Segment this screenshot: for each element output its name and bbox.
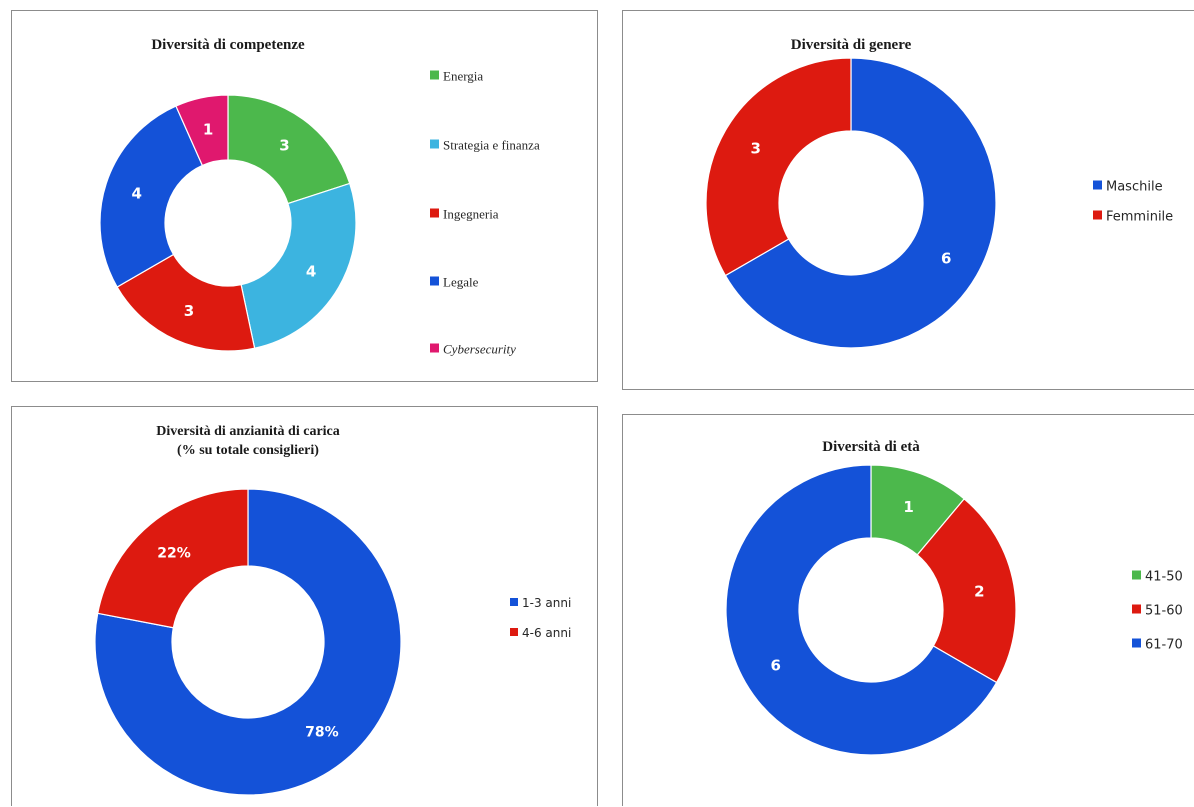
data-label-ingegneria: 3: [184, 302, 194, 320]
legend-swatch-41-50: [1132, 570, 1141, 580]
chart-title: Diversità di anzianità di carica: [156, 424, 340, 439]
chart-eta: Diversità di età 1 2 6 41-50 51-60 61-70: [725, 439, 1183, 756]
legend-label-51-60: 51-60: [1145, 603, 1183, 618]
donut-slice-4-6-anni: [97, 488, 249, 629]
chart-title: Diversità di genere: [791, 37, 912, 53]
chart-genere: Diversità di genere 6 3 Maschile Femminile: [705, 37, 1173, 349]
legend-swatch-4-6-anni: [510, 628, 518, 636]
legend-swatch-strategia-e-finanza: [430, 139, 439, 149]
data-label-femminile: 3: [751, 139, 761, 157]
chart-anzianita: Diversità di anzianità di carica (% su to…: [94, 424, 571, 796]
chart-title: Diversità di competenze: [151, 37, 305, 53]
legend-label-41-50: 41-50: [1145, 569, 1183, 584]
donut-slice-1-3-anni: [94, 488, 402, 796]
legend-label-legale: Legale: [443, 274, 479, 289]
legend-label-maschile: Maschile: [1106, 179, 1163, 194]
data-label-4-6-anni: 22%: [157, 546, 191, 562]
donut-slice-61-70: [725, 464, 998, 756]
legend-label-strategia-e-finanza: Strategia e finanza: [443, 137, 540, 152]
legend-swatch-61-70: [1132, 638, 1141, 648]
data-label-maschile: 6: [941, 249, 951, 267]
data-label-41-50: 1: [903, 498, 913, 516]
legend-label-4-6-anni: 4-6 anni: [522, 626, 571, 640]
donut-slice-51-60: [916, 498, 1017, 684]
donut-slice-strategia-e-finanza: [240, 182, 357, 349]
chart-title: Diversità di età: [822, 439, 920, 455]
legend-swatch-1-3-anni: [510, 598, 518, 606]
legend-label-femminile: Femminile: [1106, 209, 1173, 224]
chart-panel-eta: Diversità di età 1 2 6 41-50 51-60 61-70: [622, 414, 1194, 806]
donut-slice-femminile: [705, 57, 852, 277]
legend-swatch-cybersecurity: [430, 343, 439, 353]
legend-label-energia: Energia: [443, 68, 483, 83]
donut-slice-legale: [99, 105, 204, 288]
data-label-61-70: 6: [771, 656, 781, 674]
legend-swatch-legale: [430, 276, 439, 286]
donut-slice-ingegneria: [116, 253, 256, 352]
data-label-51-60: 2: [974, 582, 984, 600]
legend-label-ingegneria: Ingegneria: [443, 206, 499, 221]
data-label-cybersecurity: 1: [203, 120, 213, 138]
donut-slice-cybersecurity: [175, 94, 229, 167]
data-label-legale: 4: [131, 185, 141, 203]
donut-slice-energia: [227, 94, 351, 205]
legend-swatch-energia: [430, 70, 439, 80]
chart-competenze: Diversità di competenze 3 4 3 4 1 Energia Strat…: [99, 37, 540, 356]
data-label-energia: 3: [279, 137, 289, 155]
legend-swatch-ingegneria: [430, 208, 439, 218]
chart-panel-anzianita: Diversità di anzianità di carica (% su to…: [11, 406, 598, 806]
legend-label-1-3-anni: 1-3 anni: [522, 596, 571, 610]
donut-slice-maschile: [724, 57, 997, 349]
legend-label-cybersecurity: Cybersecurity: [443, 341, 516, 356]
legend-label-61-70: 61-70: [1145, 637, 1183, 652]
chart-subtitle: (% su totale consiglieri): [177, 443, 319, 458]
data-label-strategia-e-finanza: 4: [306, 262, 316, 280]
legend-swatch-maschile: [1093, 180, 1102, 190]
chart-panel-genere: Diversità di genere 6 3 Maschile Femminile: [622, 10, 1194, 390]
chart-panel-competenze: Diversità di competenze 3 4 3 4 1 Energia Strat…: [11, 10, 598, 382]
data-label-1-3-anni: 78%: [305, 724, 339, 740]
legend-swatch-51-60: [1132, 604, 1141, 614]
legend-swatch-femminile: [1093, 210, 1102, 220]
